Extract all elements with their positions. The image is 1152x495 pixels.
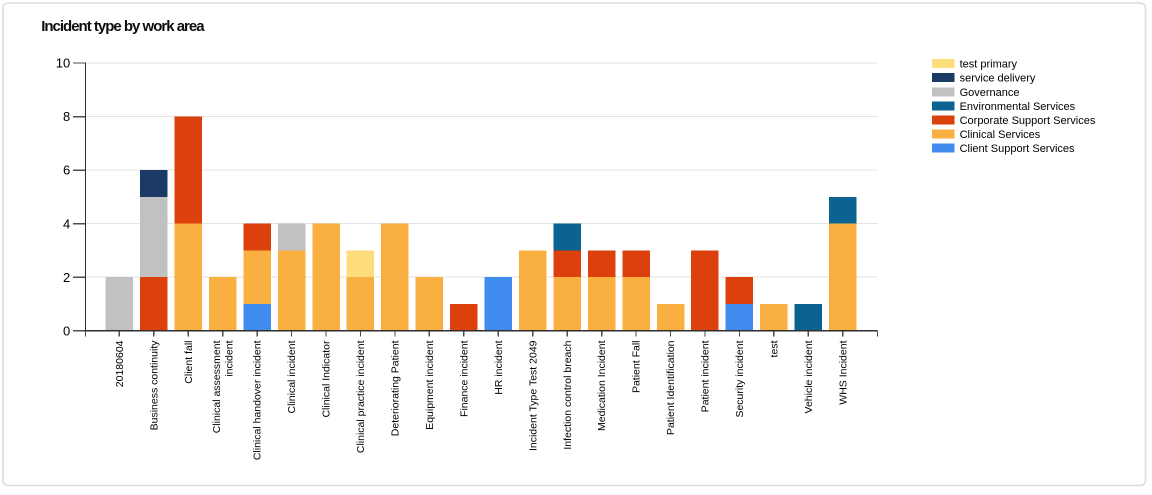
svg-text:HR incident: HR incident: [493, 340, 505, 394]
svg-text:Client fall: Client fall: [183, 341, 195, 384]
svg-text:Environmental Services: Environmental Services: [960, 101, 1076, 113]
svg-text:Finance incident: Finance incident: [458, 340, 470, 417]
svg-text:Clinical incident: Clinical incident: [286, 340, 298, 413]
svg-text:Infection control breach: Infection control breach: [562, 340, 574, 449]
svg-text:0: 0: [63, 323, 70, 338]
svg-text:incident: incident: [224, 340, 236, 376]
svg-text:4: 4: [63, 216, 70, 231]
svg-text:Security incident: Security incident: [734, 340, 746, 417]
svg-text:Clinical Indicator: Clinical Indicator: [321, 340, 333, 418]
svg-text:Clinical practice incident: Clinical practice incident: [355, 340, 367, 453]
svg-text:2: 2: [63, 270, 70, 285]
svg-text:Governance: Governance: [960, 87, 1020, 99]
svg-text:Equipment incident: Equipment incident: [424, 340, 436, 429]
svg-text:10: 10: [56, 56, 70, 71]
svg-text:test primary: test primary: [960, 59, 1018, 71]
svg-text:Deteriorating Patient: Deteriorating Patient: [390, 340, 402, 436]
svg-text:Clinical assessment: Clinical assessment: [211, 340, 223, 433]
svg-text:Corporate Support Services: Corporate Support Services: [960, 115, 1096, 127]
svg-text:8: 8: [63, 109, 70, 124]
svg-text:Vehicle incident: Vehicle incident: [803, 340, 815, 413]
svg-text:Clinical handover incident: Clinical handover incident: [252, 340, 264, 460]
svg-text:test: test: [769, 340, 781, 357]
svg-text:WHS Incident: WHS Incident: [837, 340, 849, 404]
svg-text:Medication Incident: Medication Incident: [596, 340, 608, 431]
svg-text:Patient incident: Patient incident: [700, 340, 712, 412]
svg-text:Patient Fall: Patient Fall: [631, 341, 643, 394]
svg-text:Business continuity: Business continuity: [148, 340, 160, 431]
svg-text:service delivery: service delivery: [960, 73, 1036, 85]
svg-text:20180604: 20180604: [114, 340, 126, 387]
svg-text:Incident Type Test 2049: Incident Type Test 2049: [527, 340, 539, 451]
svg-text:Patient Identification: Patient Identification: [665, 340, 677, 435]
svg-text:Client Support Services: Client Support Services: [960, 143, 1075, 155]
svg-text:6: 6: [63, 163, 70, 178]
svg-text:Clinical Services: Clinical Services: [960, 129, 1041, 141]
svg-text:Incident type by work area: Incident type by work area: [41, 18, 205, 35]
